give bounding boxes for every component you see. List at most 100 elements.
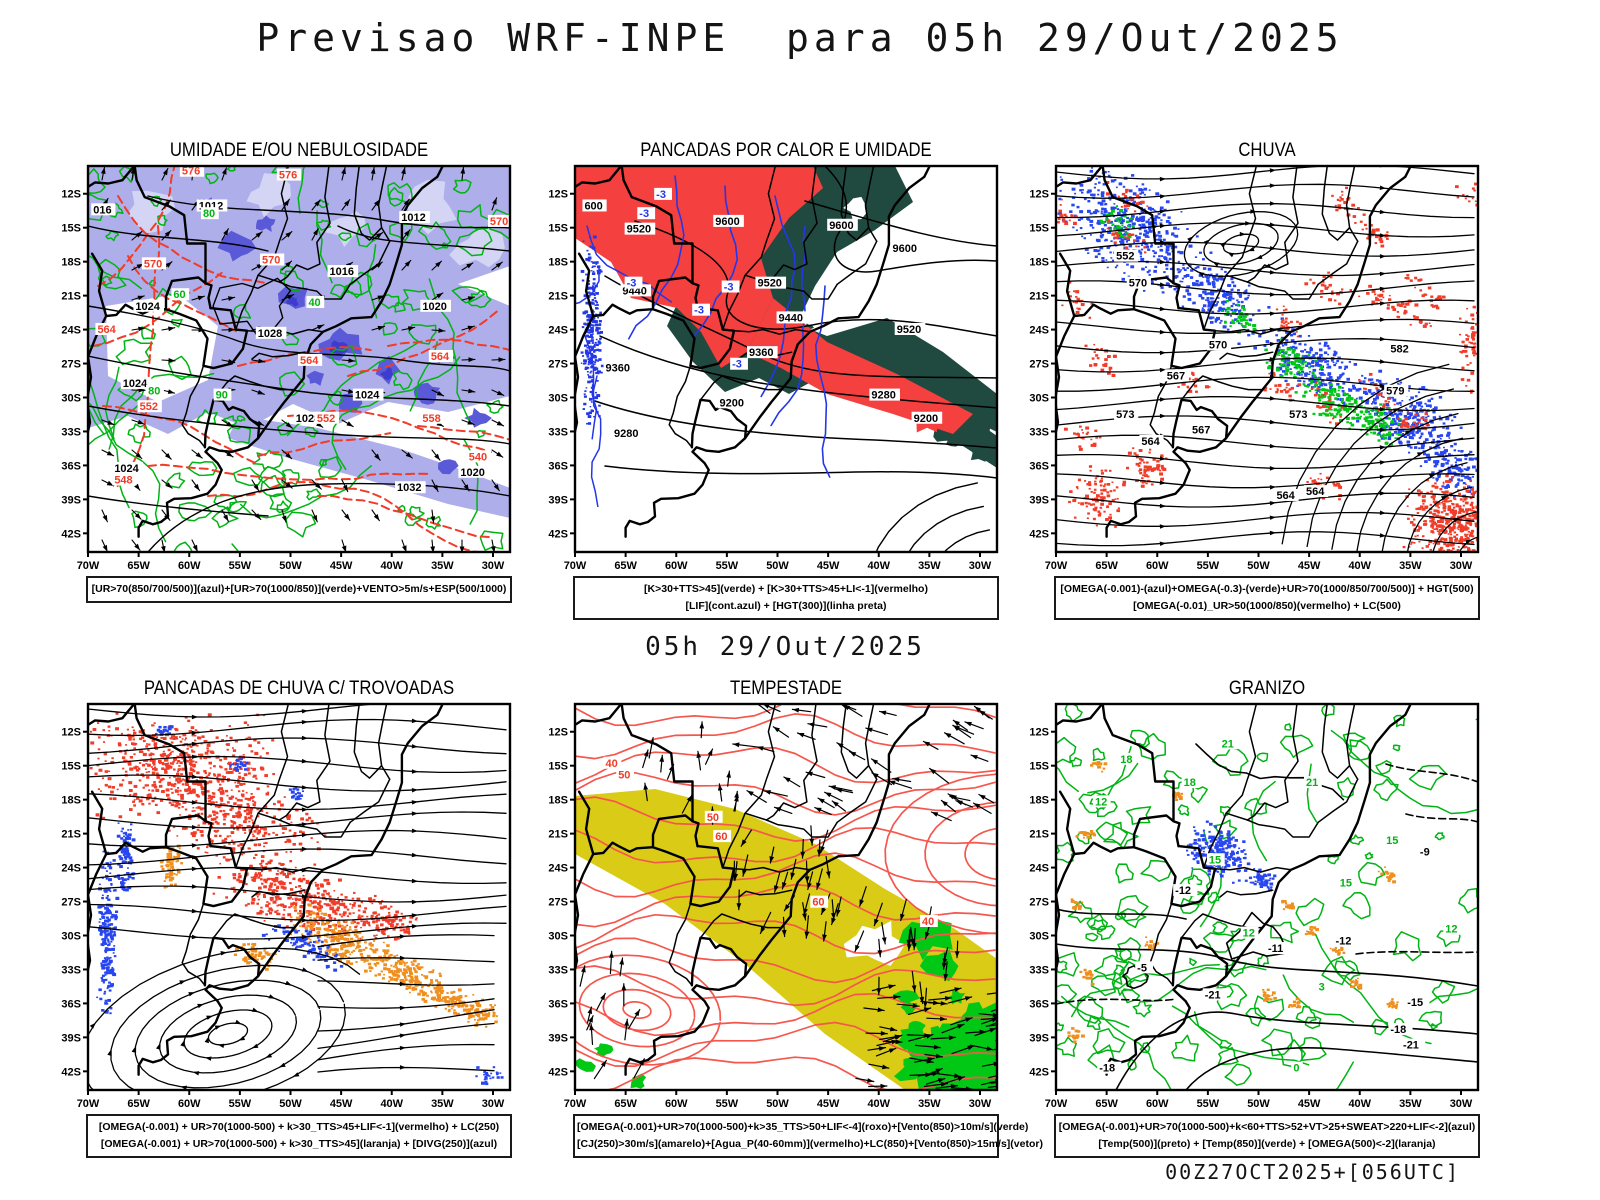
- lon-tick-label: 40W: [867, 1098, 890, 1110]
- svg-text:573: 573: [1116, 409, 1134, 421]
- panel-title-trovoadas: PANCADAS DE CHUVA C/ TROVOADAS: [143, 678, 455, 699]
- lon-tick-label: 65W: [1095, 560, 1118, 572]
- svg-text:1032: 1032: [397, 482, 421, 494]
- svg-text:9520: 9520: [627, 224, 651, 236]
- lat-tick-label: 15S: [61, 761, 81, 773]
- lat-tick-label: 15S: [1029, 761, 1049, 773]
- lon-tick-label: 45W: [817, 560, 840, 572]
- lat-tick-label: 27S: [548, 359, 568, 371]
- lon-tick-label: 65W: [127, 560, 150, 572]
- lat-tick-label: 42S: [548, 1066, 568, 1078]
- lon-tick-label: 70W: [564, 560, 587, 572]
- lon-tick-label: 45W: [1298, 1098, 1321, 1110]
- svg-text:-3: -3: [656, 189, 666, 201]
- lon-tick-label: 60W: [665, 1098, 688, 1110]
- svg-text:564: 564: [1306, 486, 1325, 498]
- lon-tick-label: 55W: [1197, 560, 1220, 572]
- lat-tick-label: 27S: [1029, 359, 1049, 371]
- lon-tick-label: 55W: [229, 1098, 252, 1110]
- lat-tick-label: 24S: [61, 863, 81, 875]
- map-umidade: 016 1012101210161024102810201024102810321…: [61, 164, 512, 572]
- lon-tick-label: 35W: [431, 1098, 454, 1110]
- svg-text:552: 552: [140, 401, 158, 413]
- lon-tick-label: 35W: [1399, 1098, 1422, 1110]
- lat-tick-label: 36S: [548, 460, 568, 472]
- lat-tick-label: 12S: [1029, 189, 1049, 201]
- lon-tick-label: 50W: [766, 1098, 789, 1110]
- lat-tick-label: 30S: [1029, 930, 1049, 942]
- axes: 12S 15S 18S 21S 24S 27S 30S 33S 36S 39S 42S 70W 65W 6…: [548, 189, 992, 572]
- lon-tick-label: 60W: [178, 560, 201, 572]
- svg-text:558: 558: [422, 413, 440, 425]
- lon-tick-label: 55W: [716, 1098, 739, 1110]
- lon-tick-label: 65W: [1095, 1098, 1118, 1110]
- lat-tick-label: 15S: [548, 761, 568, 773]
- caption-line: [OMEGA(-0.001)-(azul)+OMEGA(-0.3)-(verde…: [1060, 583, 1474, 595]
- axes: 12S 15S 18S 21S 24S 27S 30S 33S 36S 39S 42S 70W 65W 6…: [1029, 189, 1473, 572]
- page-title: Previsao WRF-INPE para 05h 29/Out/2025: [256, 16, 1344, 60]
- lat-tick-label: 12S: [548, 727, 568, 739]
- svg-text:564: 564: [431, 351, 450, 363]
- lon-tick-label: 40W: [380, 560, 403, 572]
- svg-text:579: 579: [1386, 386, 1404, 398]
- caption-line: [OMEGA(-0.001) + UR>70(1000-500) + k>30_…: [100, 1137, 498, 1150]
- svg-text:570: 570: [262, 255, 280, 267]
- svg-text:-3: -3: [694, 305, 704, 317]
- lat-tick-label: 42S: [61, 528, 81, 540]
- lat-tick-label: 33S: [548, 426, 568, 438]
- svg-text:573: 573: [1289, 409, 1307, 421]
- svg-text:60: 60: [173, 289, 185, 301]
- lon-tick-label: 30W: [1450, 1098, 1473, 1110]
- lat-tick-label: 15S: [548, 223, 568, 235]
- lat-tick-label: 18S: [61, 257, 81, 269]
- lat-tick-label: 30S: [1029, 392, 1049, 404]
- model-run-footer: 00Z27OCT2025+[056UTC]: [1165, 1160, 1460, 1184]
- panel-trovoadas: PANCADAS DE CHUVA C/ TROVOADAS 12S 15S 18S…: [52, 678, 522, 1158]
- lat-tick-label: 15S: [61, 223, 81, 235]
- svg-text:1020: 1020: [422, 301, 446, 313]
- svg-text:-3: -3: [639, 208, 649, 220]
- map-chuva: 55257057356757356456458257956757056412S1…: [1029, 164, 1480, 572]
- svg-text:1024: 1024: [114, 463, 139, 475]
- lon-tick-label: 40W: [1348, 560, 1371, 572]
- svg-text:1024: 1024: [355, 390, 380, 402]
- lon-tick-label: 55W: [1197, 1098, 1220, 1110]
- lon-tick-label: 35W: [918, 1098, 941, 1110]
- svg-text:9360: 9360: [606, 363, 630, 375]
- lat-tick-label: 21S: [61, 829, 81, 841]
- lon-tick-label: 30W: [482, 560, 505, 572]
- lat-tick-label: 39S: [548, 494, 568, 506]
- lon-tick-label: 65W: [614, 560, 637, 572]
- lat-tick-label: 39S: [61, 494, 81, 506]
- lat-tick-label: 36S: [61, 998, 81, 1010]
- svg-text:570: 570: [1209, 339, 1227, 351]
- lat-tick-label: 36S: [548, 998, 568, 1010]
- lat-tick-label: 33S: [1029, 964, 1049, 976]
- lon-tick-label: 60W: [1146, 560, 1169, 572]
- lon-tick-label: 70W: [77, 560, 100, 572]
- caption-box-tempestade: [OMEGA(-0.001)+UR>70(1000-500)+k>35_TTS>…: [573, 1114, 1043, 1158]
- lon-tick-label: 30W: [969, 1098, 992, 1110]
- panel-title-granizo: GRANIZO: [1228, 678, 1306, 699]
- svg-text:-3: -3: [627, 278, 637, 290]
- panel-umidade: UMIDADE E/OU NEBULOSIDADE 016 1012 1012 101…: [52, 140, 522, 603]
- caption-line: [UR>70(850/700/500)](azul)+[UR>70(1000/8…: [91, 583, 507, 595]
- lat-tick-label: 21S: [1029, 291, 1049, 303]
- svg-text:9440: 9440: [779, 312, 803, 324]
- svg-text:9360: 9360: [749, 347, 773, 359]
- lat-tick-label: 42S: [548, 528, 568, 540]
- caption-line: [OMEGA(-0.01)_UR>50(1000/850)(vermelho) …: [1133, 599, 1401, 612]
- svg-text:548: 548: [114, 475, 132, 487]
- svg-text:552: 552: [317, 413, 335, 425]
- svg-text:9280: 9280: [614, 428, 638, 440]
- svg-text:80: 80: [148, 386, 160, 398]
- lon-tick-label: 60W: [665, 560, 688, 572]
- svg-text:600: 600: [584, 200, 602, 212]
- lon-tick-label: 35W: [431, 560, 454, 572]
- lon-tick-label: 65W: [127, 1098, 150, 1110]
- svg-text:552: 552: [1116, 251, 1134, 263]
